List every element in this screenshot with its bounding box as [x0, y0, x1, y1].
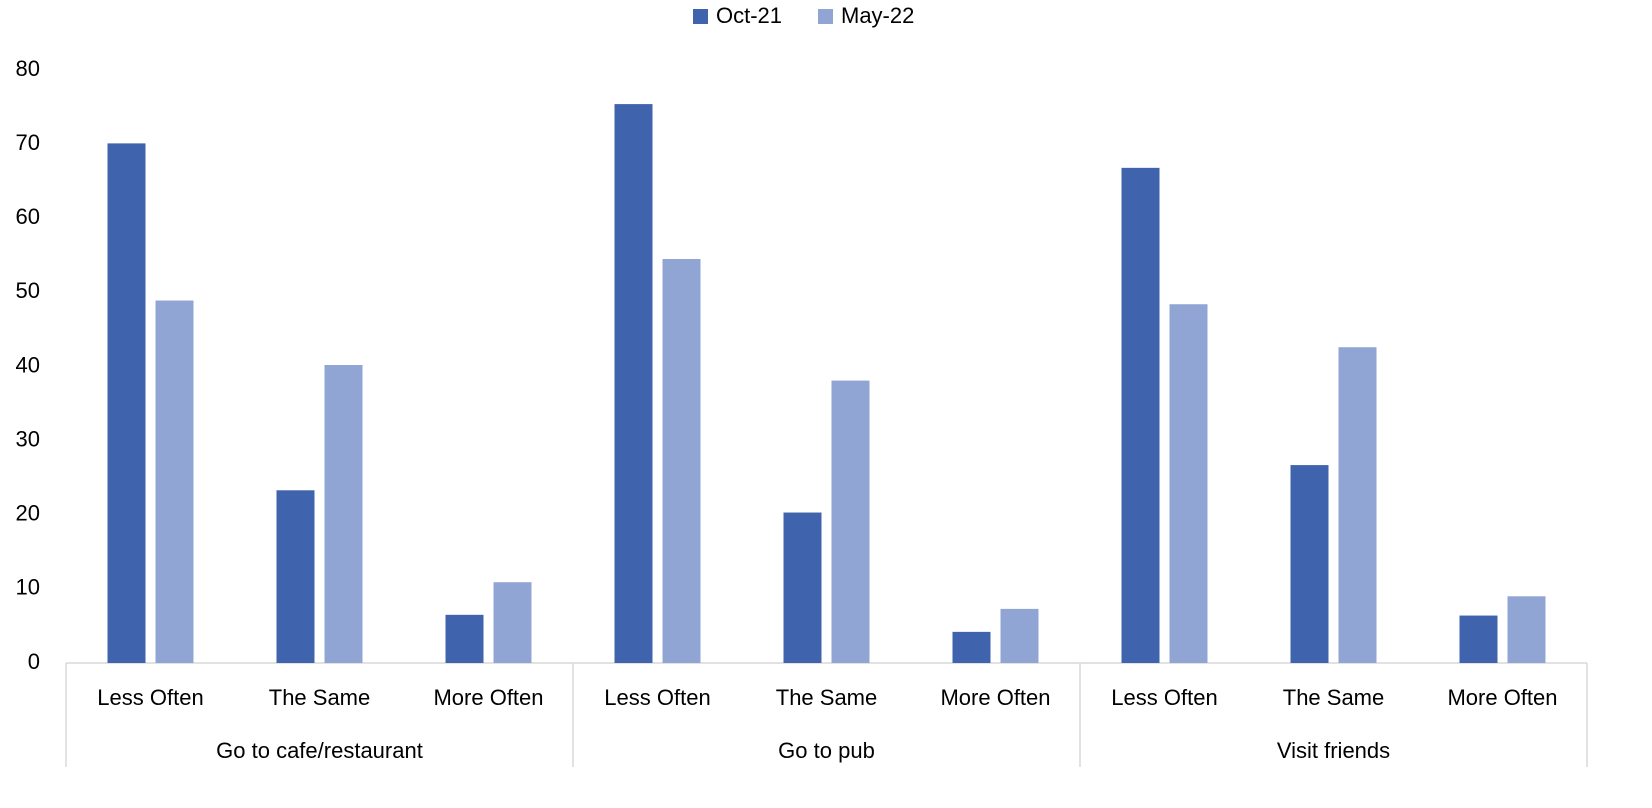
bar: [1290, 465, 1329, 663]
group-label: Go to pub: [778, 738, 875, 763]
legend-label: Oct-21: [716, 3, 782, 28]
bar: [1000, 608, 1039, 663]
bar: [1338, 347, 1377, 663]
bar: [1459, 615, 1498, 663]
bar: [831, 380, 870, 663]
bar: [276, 490, 315, 663]
bar: [445, 614, 484, 663]
bar: [493, 582, 532, 663]
x-tick-label: Less Often: [97, 685, 203, 710]
bar: [1121, 167, 1160, 663]
bar: [155, 300, 194, 663]
y-tick-label: 50: [16, 278, 40, 303]
y-tick-label: 30: [16, 426, 40, 451]
y-tick-label: 0: [28, 649, 40, 674]
y-tick-label: 10: [16, 575, 40, 600]
bar: [662, 259, 701, 663]
x-tick-label: More Often: [1447, 685, 1557, 710]
bar: [107, 143, 146, 664]
bar: [1507, 596, 1546, 663]
bar: [783, 512, 822, 663]
x-tick-label: The Same: [776, 685, 878, 710]
y-tick-label: 20: [16, 501, 40, 526]
y-tick-label: 60: [16, 204, 40, 229]
legend-swatch: [818, 9, 833, 24]
bar: [614, 104, 653, 663]
group-label: Visit friends: [1277, 738, 1390, 763]
x-tick-label: Less Often: [604, 685, 710, 710]
bar: [324, 365, 363, 663]
y-tick-label: 80: [16, 56, 40, 81]
x-tick-label: Less Often: [1111, 685, 1217, 710]
y-tick-label: 40: [16, 352, 40, 377]
bar: [952, 631, 991, 663]
x-tick-label: The Same: [269, 685, 371, 710]
bar: [1169, 304, 1208, 663]
legend-label: May-22: [841, 3, 914, 28]
x-tick-label: More Often: [433, 685, 543, 710]
x-tick-label: More Often: [940, 685, 1050, 710]
group-label: Go to cafe/restaurant: [216, 738, 423, 763]
legend-swatch: [693, 9, 708, 24]
y-tick-label: 70: [16, 130, 40, 155]
x-tick-label: The Same: [1283, 685, 1385, 710]
